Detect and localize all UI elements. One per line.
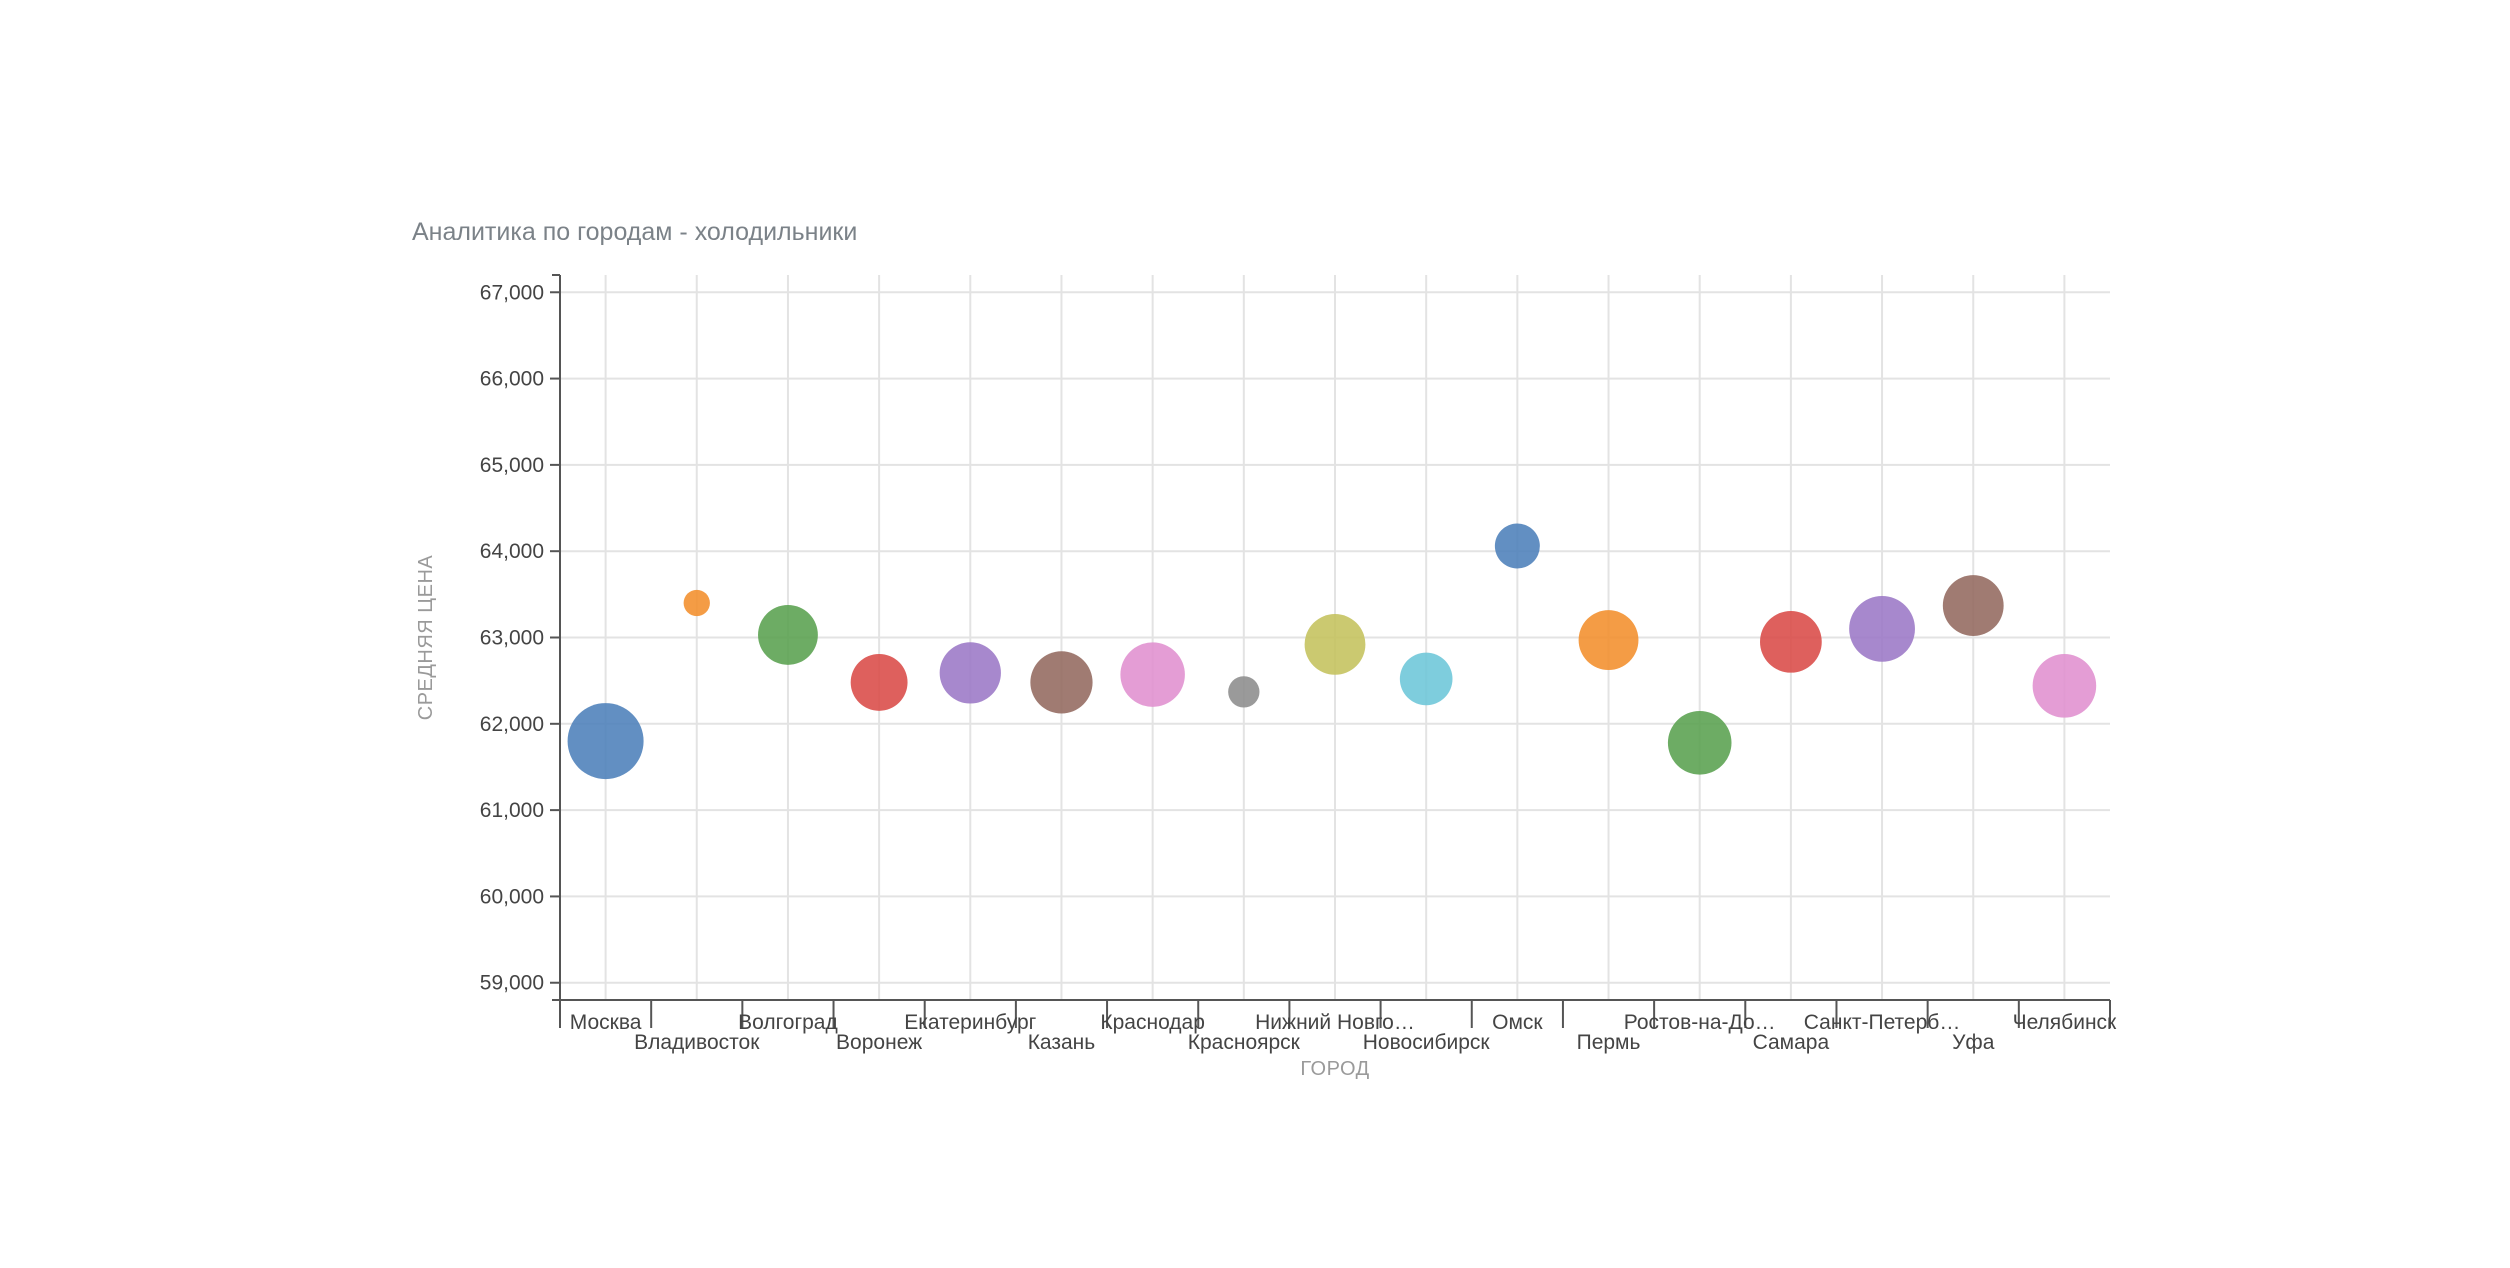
x-tick-label: Самара [1753,1031,1830,1054]
x-tick-label: Красноярск [1188,1031,1301,1054]
data-bubble[interactable] [1304,614,1366,675]
data-bubble[interactable] [1030,651,1093,714]
x-tick-label: Челябинск [2013,1011,2117,1034]
x-tick-label: Санкт-Петерб… [1804,1011,1961,1034]
x-tick-label: Краснодар [1100,1011,1205,1034]
y-tick-label: 63,000 [480,627,544,650]
data-bubble[interactable] [1578,610,1639,671]
data-bubble[interactable] [1228,676,1260,708]
x-tick-label: Омск [1492,1011,1543,1034]
y-tick-label: 67,000 [480,281,544,304]
x-tick-label: Пермь [1577,1031,1641,1054]
x-tick-label: Волгоград [738,1011,838,1034]
x-tick-label: Нижний Новго… [1255,1011,1415,1034]
data-bubble[interactable] [683,589,710,617]
data-bubble[interactable] [1667,711,1732,775]
data-bubble[interactable] [850,653,908,711]
y-axis-title: СРЕДНЯЯ ЦЕНА [415,555,437,721]
data-bubble[interactable] [1760,610,1822,673]
y-tick-label: 61,000 [480,799,544,822]
x-tick-label: Казань [1028,1031,1096,1054]
x-tick-label: Воронеж [836,1031,922,1054]
data-bubble[interactable] [1120,642,1185,707]
chart-title: Аналитика по городам - холодильники [412,218,858,246]
x-tick-label: Уфа [1952,1031,1995,1054]
data-bubble[interactable] [939,642,1001,704]
data-bubble[interactable] [1494,523,1540,569]
data-bubble[interactable] [567,703,644,780]
data-bubble[interactable] [1849,595,1915,662]
y-tick-label: 59,000 [480,972,544,995]
x-tick-label: Владивосток [634,1031,760,1054]
y-tick-label: 60,000 [480,885,544,908]
y-tick-label: 65,000 [480,454,544,477]
x-tick-label: Екатеринбург [904,1011,1036,1034]
x-tick-label: Новосибирск [1363,1031,1491,1054]
y-tick-label: 64,000 [480,540,544,563]
y-tick-label: 66,000 [480,368,544,391]
data-bubble[interactable] [1399,652,1453,706]
data-bubble[interactable] [758,604,818,665]
x-tick-label: Москва [570,1011,642,1034]
data-bubble[interactable] [2032,654,2097,718]
data-bubble[interactable] [1942,575,2004,636]
x-axis-title: ГОРОД [1300,1058,1369,1080]
y-tick-label: 62,000 [480,713,544,736]
x-tick-label: Ростов-на-До… [1624,1011,1776,1034]
